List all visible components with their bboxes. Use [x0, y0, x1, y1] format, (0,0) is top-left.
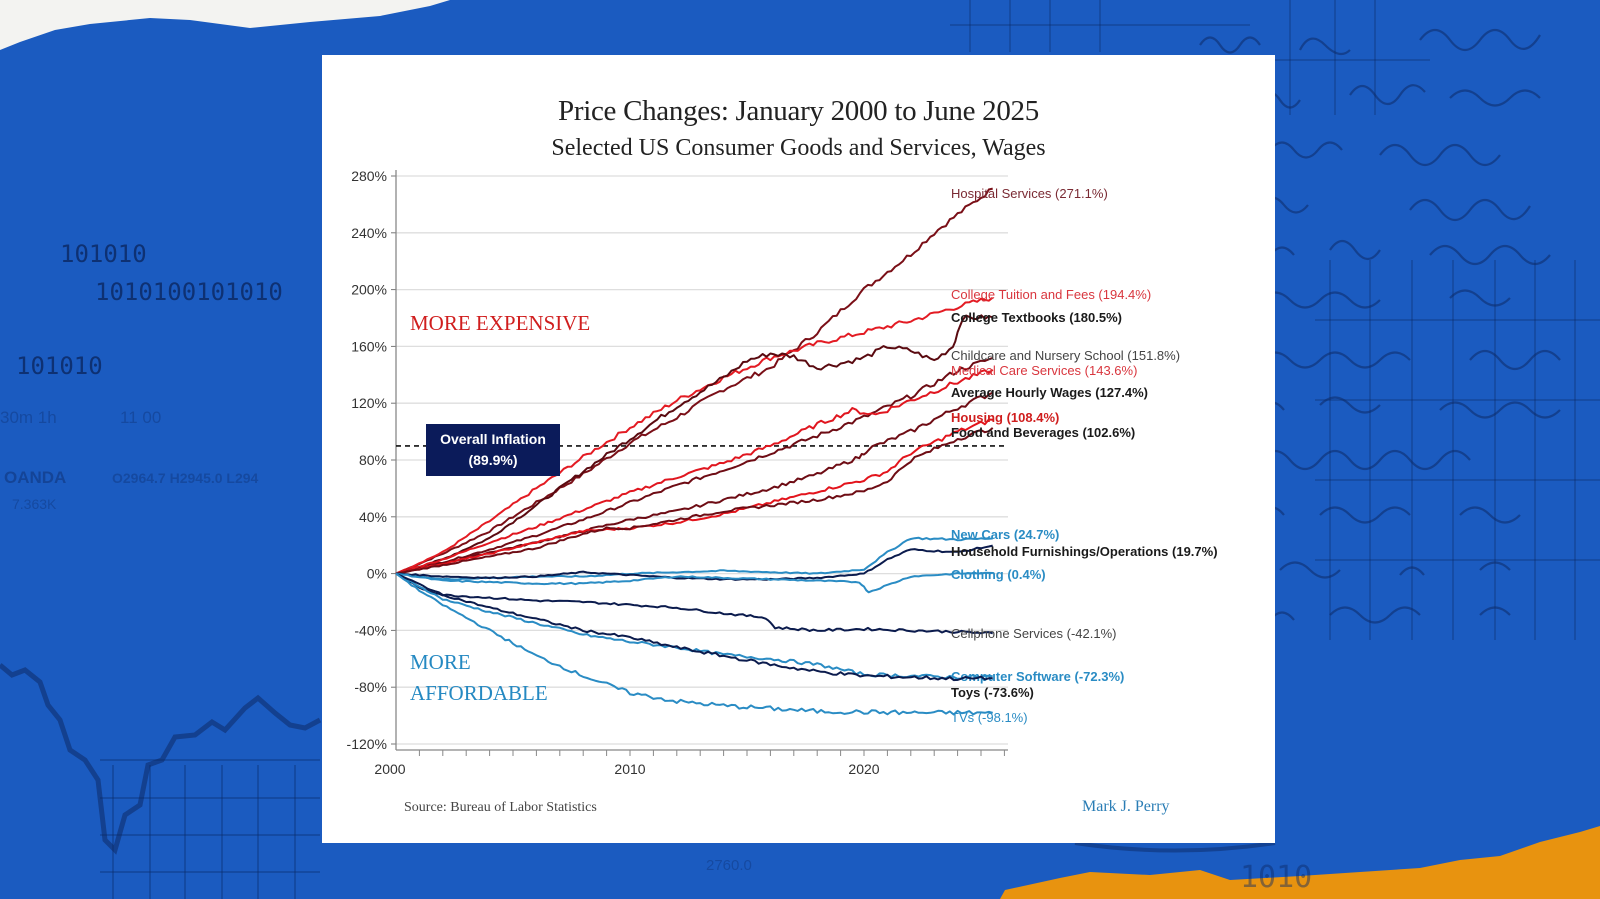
torn-paper-top: [0, 0, 450, 50]
ticker-broker: OANDA: [4, 468, 67, 487]
series-line-college-textbooks: [395, 314, 993, 575]
series-label: Computer Software (-72.3%): [951, 669, 1124, 684]
y-tick-label: 40%: [359, 509, 387, 525]
series-line-medical-care-services: [395, 368, 994, 575]
y-tick-label: 0%: [367, 566, 387, 582]
chart-subtitle: Selected US Consumer Goods and Services,…: [551, 135, 1046, 161]
series-label: Average Hourly Wages (127.4%): [951, 385, 1148, 400]
y-tick-label: -80%: [354, 679, 387, 695]
y-tick-label: -40%: [354, 622, 387, 638]
line-chart: -120% -80% -40% 0% 40% 80% 120% 160% 200% 240% 280…: [347, 168, 1218, 777]
y-tick-label: -120%: [347, 736, 387, 752]
series-label: Medical Care Services (143.6%): [951, 363, 1137, 378]
series-label: Clothing (0.4%): [951, 567, 1046, 582]
series-label: Housing (108.4%): [951, 410, 1059, 425]
series-line-average-hourly-wages: [395, 391, 994, 575]
y-tick-label: 160%: [351, 338, 387, 354]
binary-text-1: 101010: [60, 240, 147, 268]
callout-line2: (89.9%): [468, 452, 518, 468]
series-label: Childcare and Nursery School (151.8%): [951, 348, 1180, 363]
x-tick-label: 2000: [374, 761, 405, 777]
background-price-line: [0, 663, 322, 855]
series-line-childcare-and-nursery-school: [395, 357, 994, 575]
y-tick-label: 280%: [351, 168, 387, 184]
background-grid-right: [950, 0, 1600, 640]
y-tick-label: 80%: [359, 452, 387, 468]
series-line-toys: [395, 572, 993, 682]
callout-line1: Overall Inflation: [440, 431, 546, 447]
series-line-clothing: [395, 571, 993, 594]
series-line-hospital-services: [395, 187, 993, 575]
series-label: Hospital Services (271.1%): [951, 186, 1108, 201]
y-tick-label: 200%: [351, 282, 387, 298]
chart-card: Price Changes: January 2000 to June 2025…: [322, 55, 1275, 843]
ticker-time: 11 00: [120, 408, 162, 427]
more-affordable-label: MORE AFFORDABLE: [410, 647, 548, 709]
ticker-timeframes: 30m 1h: [0, 408, 57, 427]
more-expensive-label: MORE EXPENSIVE: [410, 311, 591, 335]
author-credit: Mark J. Perry: [1082, 798, 1170, 815]
series-label: Cellphone Services (-42.1%): [951, 626, 1116, 641]
series-label: Household Furnishings/Operations (19.7%): [951, 544, 1218, 559]
source-note: Source: Bureau of Labor Statistics: [404, 800, 597, 815]
series-line-cellphone-services: [395, 572, 994, 635]
binary-text-3: 101010: [16, 352, 103, 380]
y-tick-label: 120%: [351, 395, 387, 411]
bottom-binary: 1010: [1240, 860, 1313, 895]
series-line-tvs: [395, 572, 993, 716]
series-label: College Textbooks (180.5%): [951, 310, 1122, 325]
binary-text-2: 1010100101010: [95, 278, 283, 306]
torn-paper-bottom: [1000, 826, 1600, 899]
series-line-household-furnishings-operations: [395, 544, 993, 581]
series-line-housing: [395, 418, 993, 575]
background-handwriting: [1199, 28, 1561, 624]
series-label: College Tuition and Fees (194.4%): [951, 287, 1151, 302]
more-affordable-line2: AFFORDABLE: [410, 681, 548, 705]
series-line-computer-software: [395, 572, 993, 680]
series-label: New Cars (24.7%): [951, 527, 1059, 542]
card-shadow: [1074, 841, 1276, 853]
overall-inflation-callout: Overall Inflation (89.9%): [426, 424, 560, 476]
series-label: Toys (-73.6%): [951, 685, 1034, 700]
series-line-college-tuition-and-fees: [395, 296, 994, 575]
bottom-price: 2760.0: [706, 857, 752, 874]
y-tick-label: 240%: [351, 225, 387, 241]
ticker-volume: 7.363K: [12, 496, 57, 512]
series-label: TVs (-98.1%): [951, 710, 1028, 725]
series-label: Food and Beverages (102.6%): [951, 425, 1135, 440]
background-grid-left: [100, 759, 320, 899]
x-tick-label: 2010: [614, 761, 645, 777]
x-tick-label: 2020: [848, 761, 879, 777]
ticker-ohlc: O2964.7 H2945.0 L294: [112, 470, 259, 486]
more-affordable-line1: MORE: [410, 650, 471, 674]
series-line-food-and-beverages: [395, 427, 994, 575]
chart-title: Price Changes: January 2000 to June 2025: [558, 95, 1039, 127]
